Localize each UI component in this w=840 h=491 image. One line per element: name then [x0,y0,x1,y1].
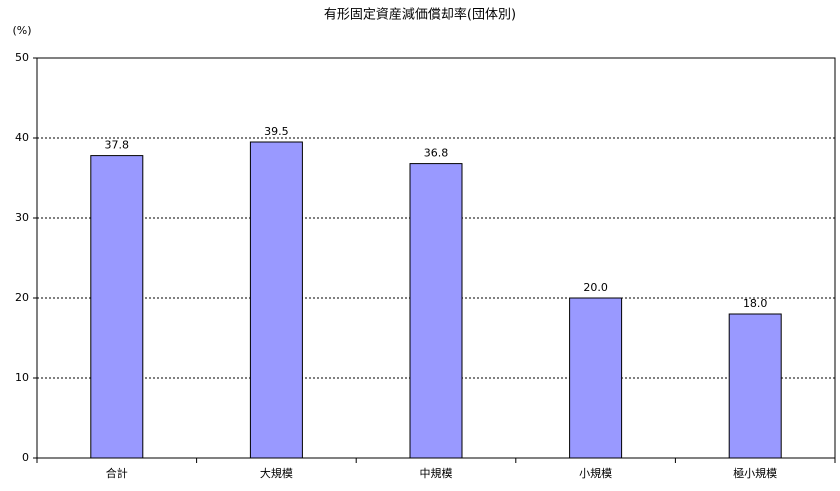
x-tick-label: 小規模 [579,466,612,480]
y-tick-label: 0 [22,451,29,464]
y-tick-label: 40 [15,131,29,144]
data-label: 20.0 [583,281,608,294]
data-label: 36.8 [424,147,449,160]
y-axis-label: (%) [12,24,31,37]
x-tick-label: 中規模 [420,466,453,480]
bar [409,163,463,459]
x-tick-label: 合計 [106,466,128,480]
x-tick-label: 大規模 [260,466,293,480]
data-label: 39.5 [264,125,289,138]
bar [90,155,144,459]
data-label: 18.0 [743,297,768,310]
bar [728,313,782,459]
y-tick-label: 50 [15,51,29,64]
y-tick-label: 30 [15,211,29,224]
bar [249,141,303,459]
chart-title: 有形固定資産減価償却率(団体別) [324,7,516,23]
x-tick-label: 極小規模 [733,466,777,480]
y-tick-label: 10 [15,371,29,384]
y-tick-label: 20 [15,291,29,304]
data-label: 37.8 [105,139,130,152]
bar [569,297,623,459]
